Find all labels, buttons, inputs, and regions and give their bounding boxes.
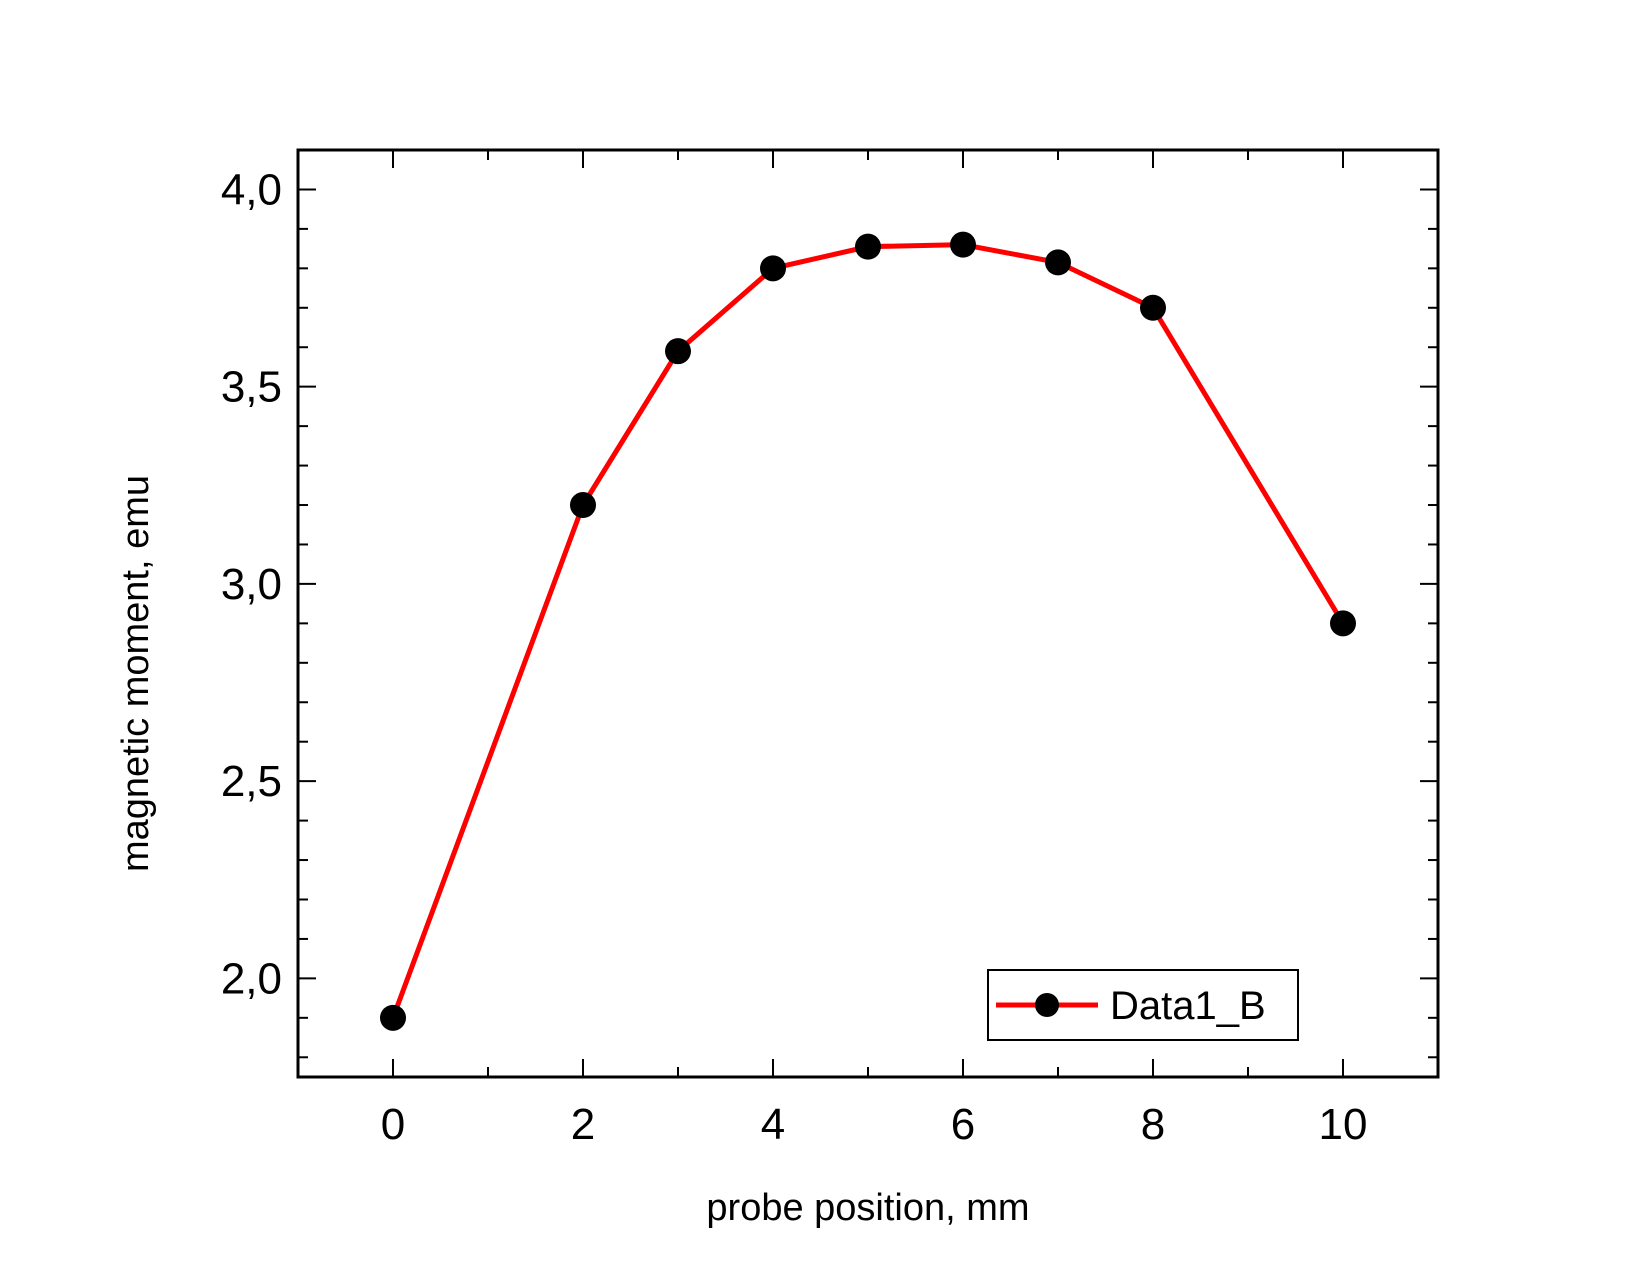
x-tick-label: 10 [1319, 1100, 1368, 1149]
x-tick-labels: 0 2 4 6 8 10 [381, 1100, 1368, 1149]
y-tick-label: 3,0 [221, 560, 282, 609]
data-point [380, 1004, 406, 1031]
data-point [570, 492, 596, 519]
plot-frame [296, 148, 1440, 1079]
legend-entry-label: Data1_B [1110, 984, 1266, 1028]
axis-ticks [297, 149, 1439, 1077]
data-point [1045, 249, 1071, 276]
legend-marker-sample [1035, 993, 1059, 1017]
x-tick-label: 0 [381, 1100, 405, 1149]
x-tick-label: 8 [1141, 1100, 1165, 1149]
x-tick-label: 4 [761, 1100, 785, 1149]
legend: Data1_B [987, 969, 1299, 1041]
y-tick-label: 2,0 [221, 954, 282, 1003]
y-tick-label: 4,0 [221, 165, 282, 214]
y-axis-title: magnetic moment, emu [115, 475, 157, 872]
x-tick-label: 2 [571, 1100, 595, 1149]
x-tick-label: 6 [951, 1100, 975, 1149]
data-point [760, 255, 786, 282]
x-axis-title: probe position, mm [706, 1187, 1029, 1229]
data-point [1140, 294, 1166, 321]
data-point [855, 233, 881, 260]
data-point [1330, 610, 1356, 637]
series-line [390, 242, 1346, 1019]
y-tick-labels: 2,0 2,5 3,0 3,5 4,0 [221, 165, 282, 1003]
series-layer [380, 231, 1356, 1031]
data-point [665, 338, 691, 365]
data-point [950, 231, 976, 258]
y-tick-label: 2,5 [221, 757, 282, 806]
y-tick-label: 3,5 [221, 363, 282, 412]
